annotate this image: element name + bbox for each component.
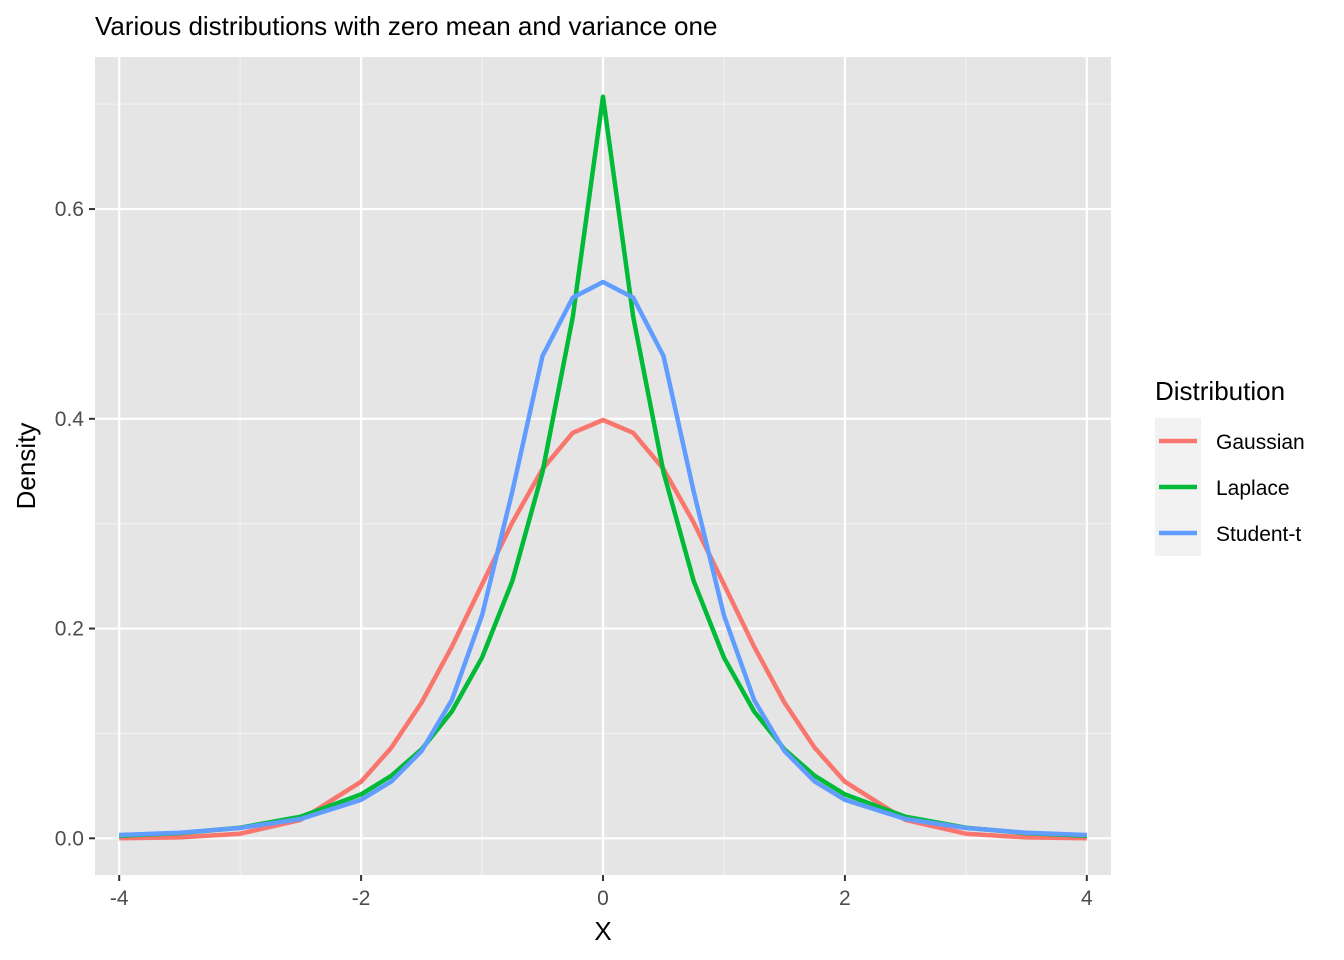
y-tick-label: 0.2: [55, 618, 84, 641]
y-tick-label: 0.4: [55, 408, 85, 431]
legend-label: Laplace: [1216, 477, 1290, 500]
legend-items: Gaussian Laplace Student-t: [1155, 418, 1305, 556]
x-tick-label: 0: [597, 887, 609, 910]
major-gridlines: [95, 57, 1111, 875]
x-tick-label: 4: [1081, 887, 1093, 910]
x-tick-label: 2: [839, 887, 851, 910]
x-axis-title: X: [594, 916, 611, 946]
series-line-laplace: [119, 94, 1087, 838]
y-axis-title: Density: [11, 423, 41, 510]
legend-title: Distribution: [1155, 376, 1285, 406]
chart-title: Various distributions with zero mean and…: [95, 11, 717, 41]
series-lines: [119, 94, 1087, 841]
y-tick-label: 0.6: [55, 198, 84, 221]
legend: Distribution Gaussian Laplace Student-t: [1155, 376, 1305, 556]
legend-label: Gaussian: [1216, 431, 1305, 454]
x-tick-label: -4: [110, 887, 129, 910]
x-tick-label: -2: [352, 887, 371, 910]
series-line-student-t: [119, 279, 1087, 838]
y-tick-label: 0.0: [55, 827, 84, 850]
x-axis: -4 -2 0 2 4: [110, 875, 1093, 910]
legend-label: Student-t: [1216, 523, 1301, 546]
series-line-gaussian: [119, 417, 1087, 841]
y-axis: 0.0 0.2 0.4 0.6: [55, 198, 95, 850]
